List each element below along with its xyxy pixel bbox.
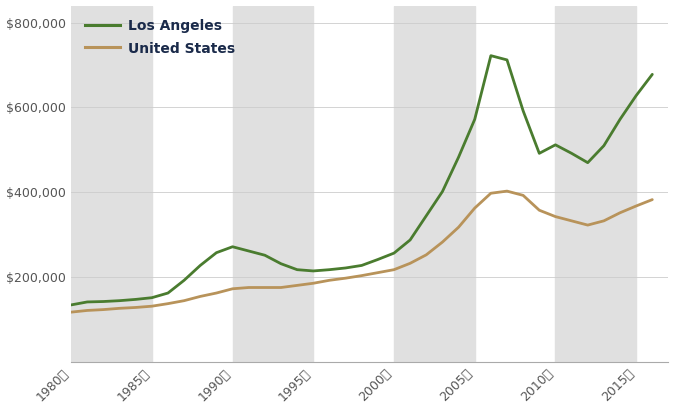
Bar (233, 6, 313, 362)
Bar (555, 6, 636, 362)
Bar (394, 6, 474, 362)
Legend: Los Angeles, United States: Los Angeles, United States (78, 13, 242, 63)
Bar (71, 6, 152, 362)
